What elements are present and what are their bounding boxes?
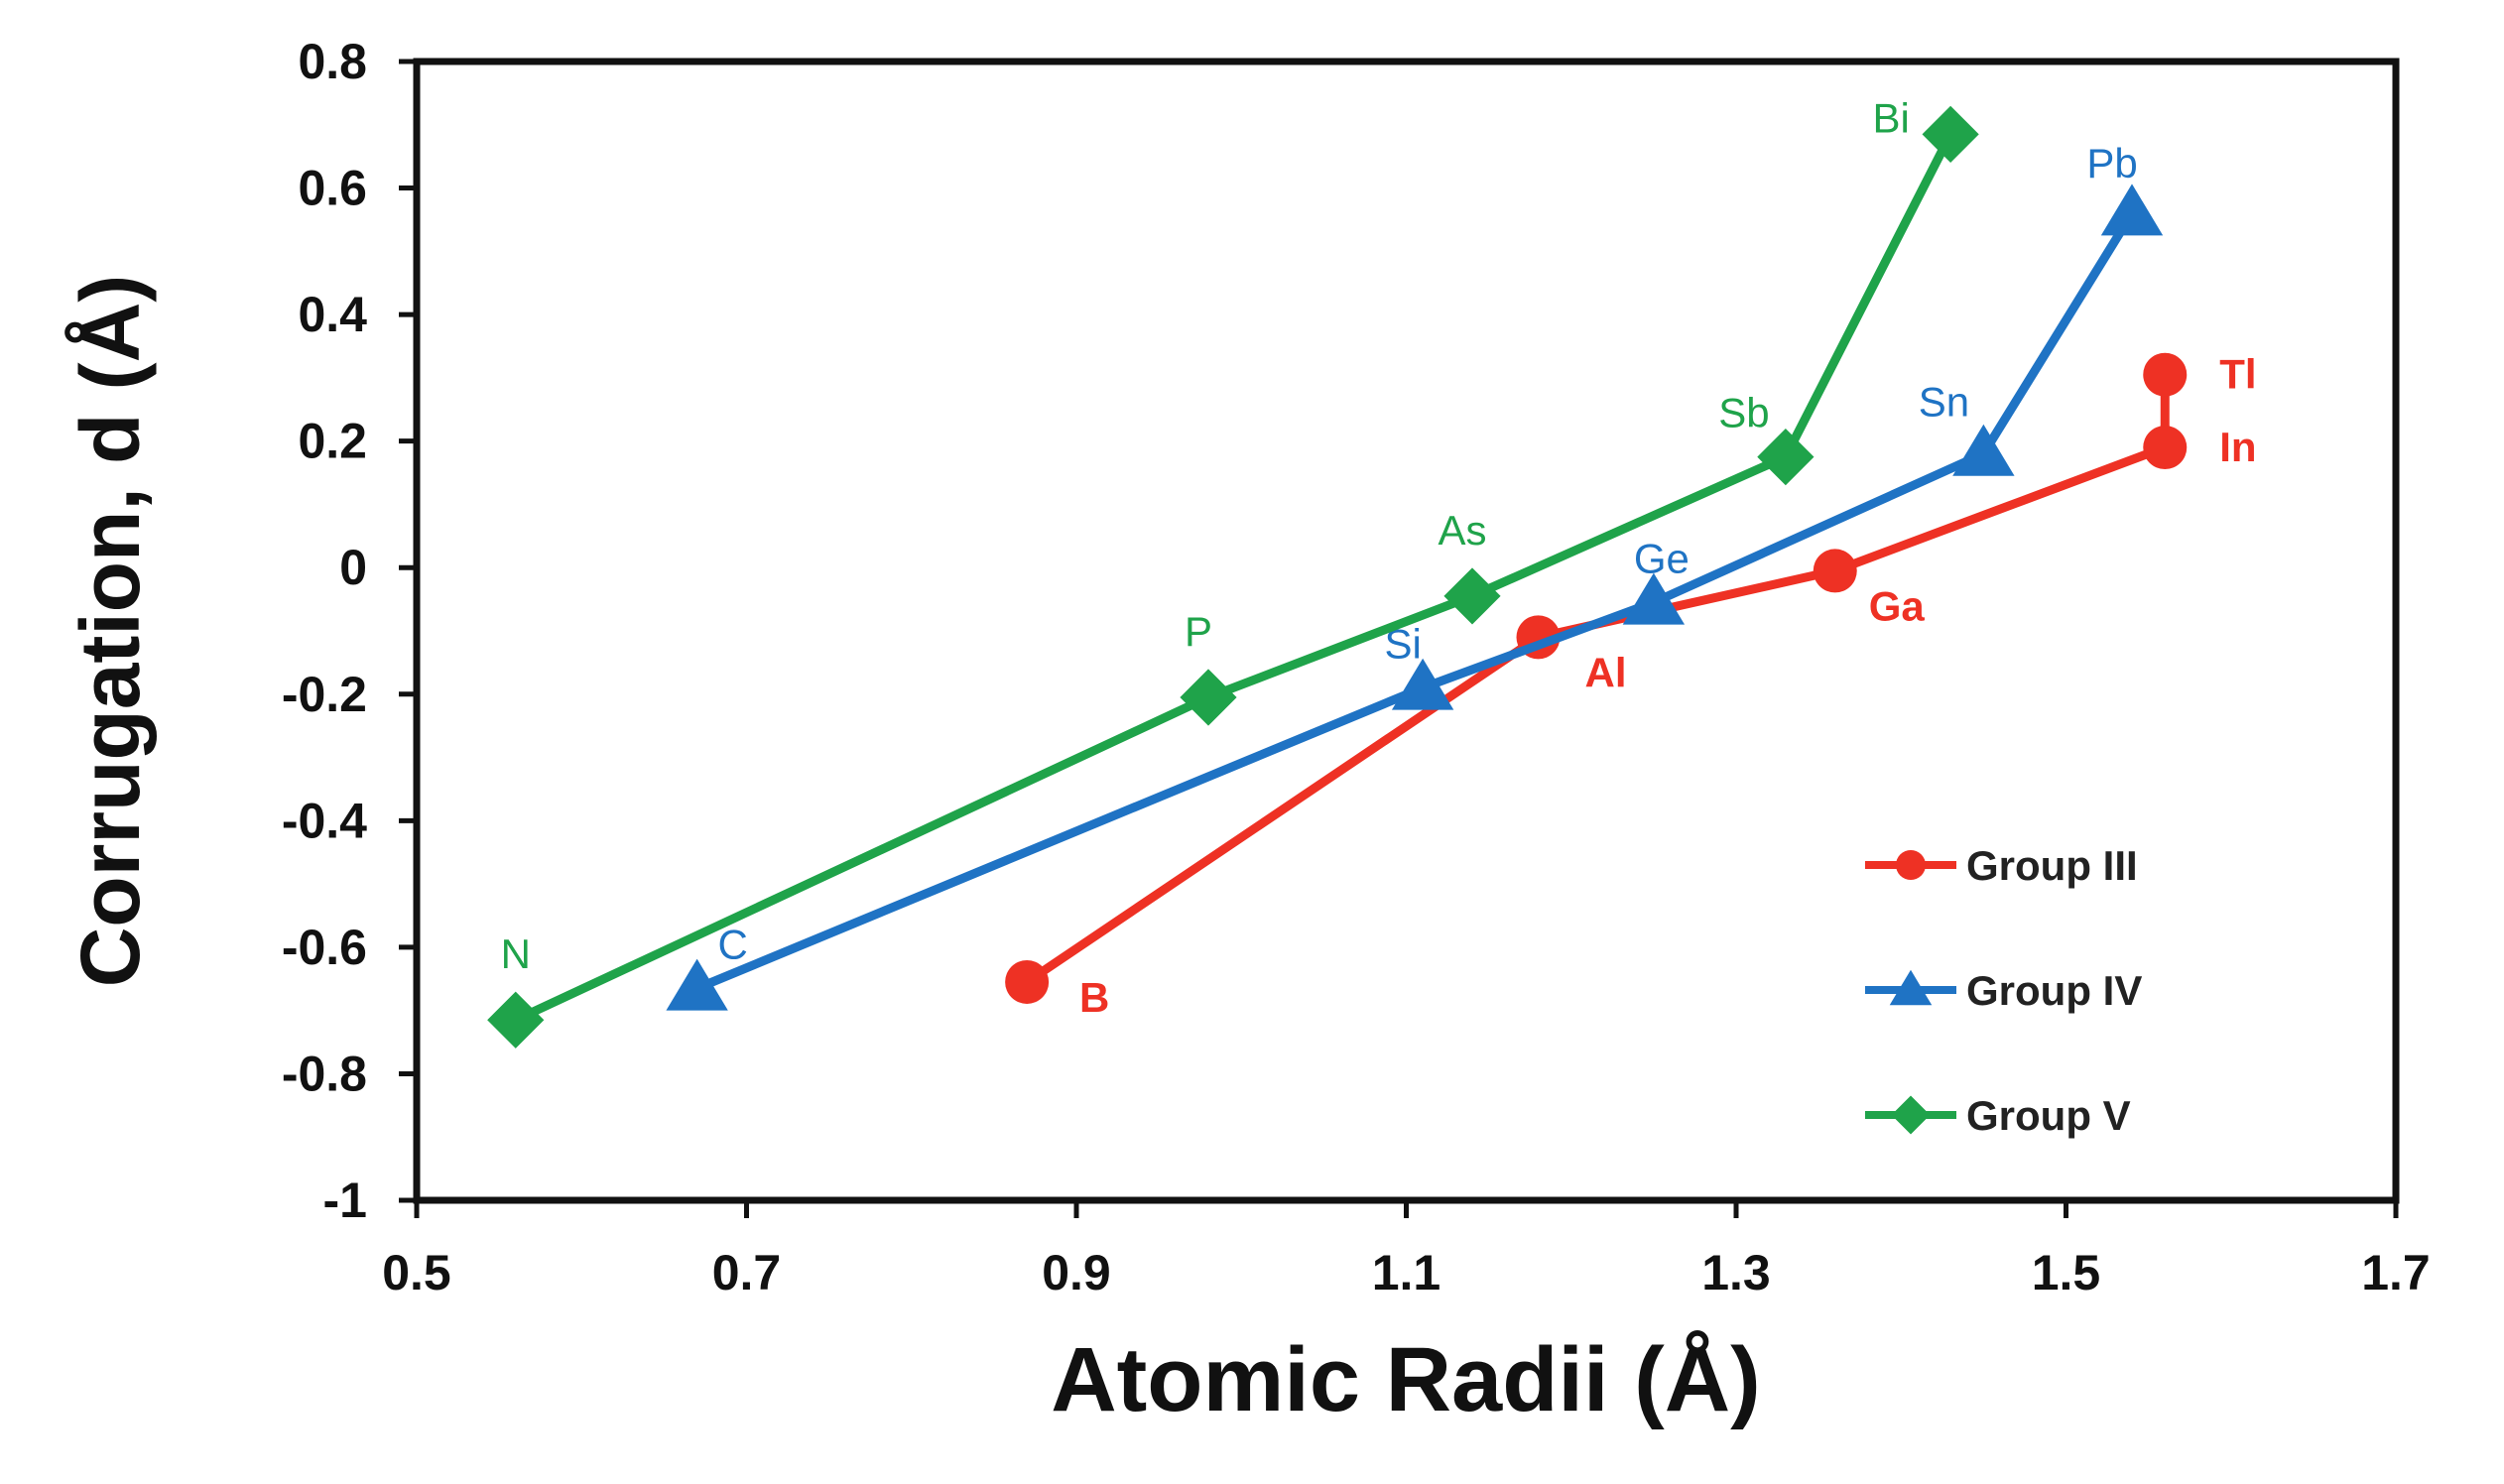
point-label-p: P [1185,608,1212,655]
y-axis-title: Corrugation, d (Å) [63,275,157,988]
x-tick-label: 1.3 [1701,1245,1771,1300]
y-tick-label: -1 [323,1173,367,1228]
legend-label: Group IV [1966,967,2142,1014]
data-point-bi [1922,105,1979,163]
data-point-in [2143,426,2188,470]
data-point-sb [1757,429,1815,486]
x-tick-label: 0.5 [382,1245,451,1300]
data-point-tl [2143,352,2188,397]
legend-marker [1896,850,1926,880]
x-tick-label: 0.9 [1042,1245,1111,1300]
y-tick-label: -0.6 [282,920,367,975]
series-group-iii: B Al Ga In Tl [1005,351,2257,1021]
data-point-sn [1952,424,2015,476]
x-tick-label: 1.5 [2032,1245,2101,1300]
data-point-as [1443,567,1501,625]
y-tick-label: 0.8 [298,34,367,89]
data-point-pb [2100,184,2164,236]
legend-marker [1889,969,1933,1006]
series-line [513,132,1955,1025]
series-group-v: N P As Sb Bi [487,94,1979,1049]
data-point-c [666,958,728,1011]
x-axis-ticks: 0.5 0.7 0.9 1.1 1.3 1.5 1.7 [382,1200,2431,1300]
legend-label: Group III [1966,842,2138,889]
x-axis-title: Atomic Radii (Å) [1051,1329,1761,1430]
legend-label: Group V [1966,1092,2131,1139]
y-tick-label: -0.8 [282,1046,367,1101]
point-label-al: Al [1585,649,1627,695]
point-label-ga: Ga [1869,582,1926,629]
legend-marker [1891,1095,1931,1135]
x-tick-label: 1.7 [2361,1245,2431,1300]
point-label-sn: Sn [1919,378,1969,425]
point-label-pb: Pb [2086,140,2137,186]
data-point-ga [1813,549,1857,593]
point-label-ge: Ge [1634,535,1690,581]
legend-item-group-iii: Group III [1865,842,2138,889]
point-label-tl: Tl [2219,351,2256,398]
data-point-n [487,991,545,1049]
data-point-p [1180,669,1237,726]
point-label-in: In [2219,424,2256,470]
legend-item-group-iv: Group IV [1865,967,2142,1014]
y-tick-label: 0.6 [298,161,367,216]
y-tick-label: -0.4 [282,793,367,848]
x-tick-label: 0.7 [712,1245,782,1300]
point-label-b: B [1079,974,1109,1021]
y-tick-label: -0.2 [282,667,367,722]
data-point-b [1005,959,1050,1004]
y-tick-label: 0.2 [298,414,367,469]
data-point-ge [1622,572,1686,625]
point-label-n: N [501,930,531,977]
y-tick-label: 0.4 [298,287,367,342]
legend: Group III Group IV Group V [1865,842,2142,1139]
x-tick-label: 1.1 [1372,1245,1441,1300]
point-label-as: As [1438,507,1486,554]
point-label-bi: Bi [1872,94,1909,141]
legend-item-group-v: Group V [1865,1092,2131,1139]
point-label-sb: Sb [1718,390,1769,436]
y-axis-ticks: 0.8 0.6 0.4 0.2 0 -0.2 -0.4 -0.6 -0.8 -1 [282,34,417,1228]
data-point-si [1391,658,1454,710]
y-tick-label: 0 [339,540,367,595]
point-label-c: C [717,921,747,967]
